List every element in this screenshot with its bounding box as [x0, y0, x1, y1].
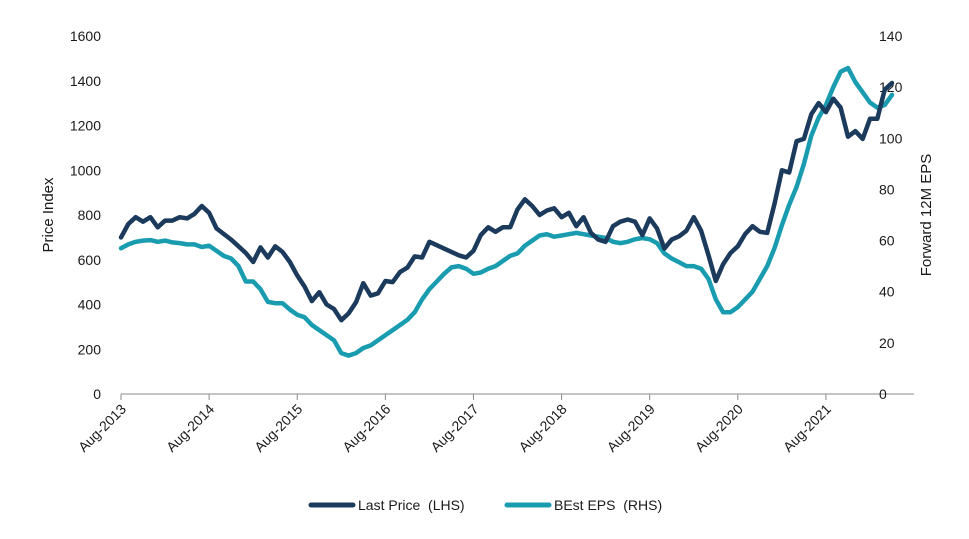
x-tick-label: Aug-2014 [163, 401, 217, 455]
y-left-tick-label: 1000 [70, 162, 101, 178]
x-tick-label: Aug-2013 [75, 401, 129, 455]
x-tick-label: Aug-2017 [427, 401, 481, 455]
chart-axes: Aug-2013 Aug-2014 Aug-2015 Aug-2016 Aug-2017… [70, 28, 914, 455]
legend-label-last-price: Last Price (LHS) [358, 497, 465, 513]
y-left-tick-label: 600 [78, 252, 102, 268]
series-line-last-price [118, 80, 895, 323]
legend-label-best-eps: BEst EPS (RHS) [554, 497, 662, 513]
y-right-tick-label: 20 [879, 335, 895, 351]
y-left-tick-label: 400 [78, 297, 102, 313]
x-tick-label: Aug-2018 [515, 401, 569, 455]
x-tick-label: Aug-2021 [780, 401, 834, 455]
y-left-tick-label: 800 [78, 207, 102, 223]
y-left-tick-label: 0 [93, 386, 101, 402]
y-right-tick-label: 0 [879, 386, 887, 402]
y-right-tick-label: 140 [879, 28, 903, 44]
y-left-tick-label: 200 [78, 341, 102, 357]
x-tick-label: Aug-2015 [251, 401, 305, 455]
x-tick-label: Aug-2016 [339, 401, 393, 455]
y-left-tick-label: 1200 [70, 118, 101, 134]
y-right-tick-label: 100 [879, 130, 903, 146]
x-tick-label: Aug-2020 [692, 401, 746, 455]
series-layer [118, 65, 895, 358]
y-axis-left-title: Price Index [40, 177, 57, 253]
y-left-tick-label: 1600 [70, 28, 101, 44]
y-axis-right-title: Forward 12M EPS [918, 154, 935, 277]
series-line-best-eps [118, 65, 895, 358]
legend: Last Price (LHS) BEst EPS (RHS) [308, 497, 662, 513]
y-right-tick-label: 60 [879, 233, 895, 249]
x-tick-label: Aug-2019 [604, 401, 658, 455]
y-left-tick-label: 1400 [70, 73, 101, 89]
y-right-tick-label: 80 [879, 181, 895, 197]
y-right-tick-label: 40 [879, 284, 895, 300]
